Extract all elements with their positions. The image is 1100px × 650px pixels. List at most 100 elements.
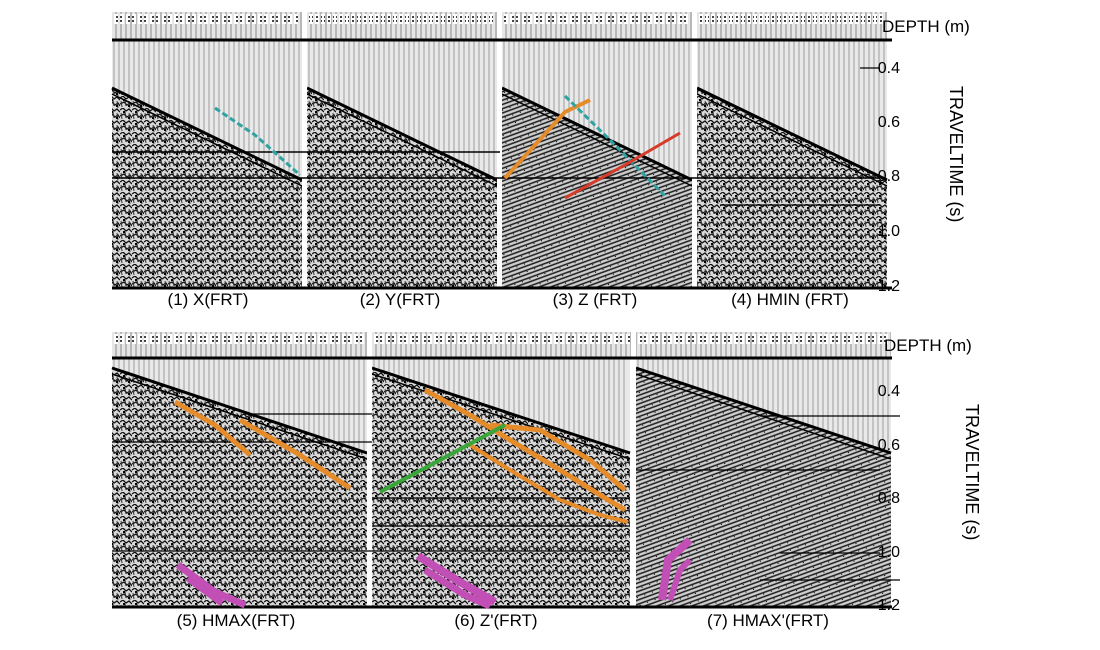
top-header-mark — [546, 14, 550, 24]
top-header-mark — [357, 14, 361, 24]
top-header-mark — [417, 14, 421, 24]
top-header-mark — [741, 14, 745, 24]
top-header-mark — [441, 14, 445, 24]
top-header-mark — [381, 14, 385, 24]
bottom-first-arrival — [371, 366, 631, 455]
top-header-mark — [288, 14, 292, 24]
top-header-mark — [429, 14, 433, 24]
top-header-mark — [777, 14, 781, 24]
bottom-tick-0-8: 0.8 — [877, 490, 900, 507]
bottom-header-mark — [336, 334, 340, 344]
bottom-header-mark — [132, 334, 136, 344]
top-wiggle-data — [307, 88, 497, 288]
bottom-header-mark — [782, 334, 786, 344]
top-header-mark — [759, 14, 763, 24]
bottom-header-mark — [422, 334, 426, 344]
bottom-header-mark — [120, 334, 124, 344]
bottom-header-mark — [150, 334, 154, 344]
bottom-axis-title: TRAVELTIME (s) — [962, 404, 982, 541]
top-header-mark — [837, 14, 841, 24]
top-header-mark — [867, 14, 871, 24]
top-header-mark — [477, 14, 481, 24]
bottom-header-mark — [482, 334, 486, 344]
top-wiggle-data — [112, 88, 302, 288]
top-header-mark — [783, 14, 787, 24]
top-header-mark — [642, 14, 646, 24]
bottom-header-mark — [168, 334, 172, 344]
top-header-mark — [813, 14, 817, 24]
top-header-mark — [825, 14, 829, 24]
bottom-header-mark — [878, 334, 882, 344]
top-header-mark — [678, 14, 682, 24]
top-header-mark — [282, 14, 286, 24]
top-header-mark — [729, 14, 733, 24]
top-header-mark — [453, 14, 457, 24]
top-header-mark — [120, 14, 124, 24]
top-header-mark — [150, 14, 154, 24]
bottom-header-mark — [156, 334, 160, 344]
caption-panel-6: (6) Z'(FRT) — [454, 611, 538, 630]
bottom-header-mark — [488, 334, 492, 344]
top-header-mark — [198, 14, 202, 24]
top-header-mark — [435, 14, 439, 24]
bottom-header-mark — [752, 334, 756, 344]
top-header-mark — [126, 14, 130, 24]
bottom-header-mark — [512, 334, 516, 344]
top-header-mark — [576, 14, 580, 24]
top-panel-4 — [696, 14, 888, 288]
bottom-header-mark — [210, 334, 214, 344]
bottom-header-mark — [494, 334, 498, 344]
bottom-header-mark — [662, 334, 666, 344]
caption-panel-7: (7) HMAX'(FRT) — [707, 611, 829, 630]
bottom-header-mark — [300, 334, 304, 344]
bottom-header-mark — [270, 334, 274, 344]
bottom-wiggle-data — [636, 368, 891, 607]
bottom-panel-3 — [635, 334, 892, 607]
bottom-header-mark — [452, 334, 456, 344]
top-header-mark — [705, 14, 709, 24]
bottom-header-mark — [410, 334, 414, 344]
top-header-mark — [252, 14, 256, 24]
top-header-mark — [204, 14, 208, 24]
top-header-mark — [114, 14, 118, 24]
bottom-depth-label: DEPTH (m) — [884, 336, 972, 355]
top-header-mark — [240, 14, 244, 24]
bottom-header-mark — [458, 334, 462, 344]
bottom-header-mark — [264, 334, 268, 344]
bottom-header-mark — [578, 334, 582, 344]
pick-orange-panel-5a — [173, 399, 252, 457]
top-header-mark — [132, 14, 136, 24]
pick-magenta-panel-5a — [175, 562, 247, 609]
top-header-mark — [258, 14, 262, 24]
top-header-mark — [393, 14, 397, 24]
bottom-header-mark — [258, 334, 262, 344]
bottom-header-mark — [440, 334, 444, 344]
bottom-header-mark — [842, 334, 846, 344]
bottom-header-mark — [734, 334, 738, 344]
top-separator — [497, 12, 502, 290]
bottom-header-mark — [282, 334, 286, 344]
bottom-header-mark — [704, 334, 708, 344]
bottom-header-mark — [830, 334, 834, 344]
bottom-header-mark — [710, 334, 714, 344]
top-header-mark — [843, 14, 847, 24]
bottom-header-mark — [252, 334, 256, 344]
bottom-header-mark — [860, 334, 864, 344]
caption-panel-5: (5) HMAX(FRT) — [176, 611, 296, 630]
top-header-mark — [612, 14, 616, 24]
bottom-header-mark — [386, 334, 390, 344]
bottom-header-mark — [434, 334, 438, 344]
bottom-first-arrival — [111, 366, 368, 455]
pick-cyan-panel-1 — [214, 106, 301, 177]
top-separator — [302, 12, 307, 290]
top-header-mark — [528, 14, 532, 24]
bottom-header-mark — [848, 334, 852, 344]
top-first-arrival-2 — [696, 93, 888, 187]
top-header-mark — [648, 14, 652, 24]
top-first-arrival — [696, 86, 888, 182]
top-header-mark — [801, 14, 805, 24]
top-header-mark — [879, 14, 883, 24]
bottom-tick-1-2: 1.2 — [877, 597, 900, 614]
bottom-header-mark — [800, 334, 804, 344]
